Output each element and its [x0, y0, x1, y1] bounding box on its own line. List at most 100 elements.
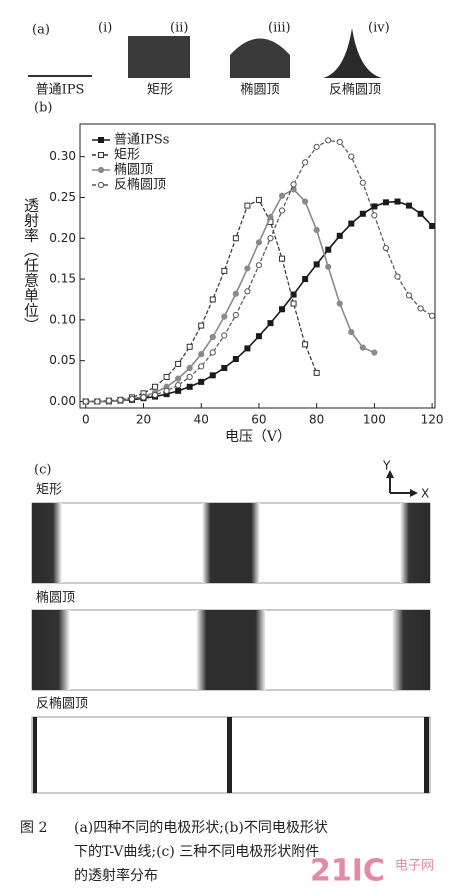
marker — [394, 273, 401, 280]
dark-band — [32, 503, 62, 583]
series-line — [85, 199, 318, 403]
marker — [405, 292, 413, 299]
y-tick-label: 0.30 — [49, 149, 76, 163]
axis-x: X — [421, 487, 429, 501]
y-tick-label: 0.15 — [49, 272, 76, 286]
marker — [348, 329, 355, 336]
legend-marker — [97, 181, 105, 189]
chart: 透射率（任意单位） 电压（V） 0.00 0.05 0.10 0.15 0.20 0.25… — [22, 123, 444, 445]
marker — [209, 296, 216, 303]
marker — [290, 300, 297, 307]
y-tick-label: 0.10 — [49, 312, 76, 326]
marker — [313, 226, 320, 234]
marker — [244, 202, 251, 209]
marker — [417, 305, 424, 312]
row-label: 矩形 — [36, 483, 62, 498]
marker — [371, 212, 378, 219]
marker — [232, 290, 239, 297]
marker — [313, 143, 320, 150]
y-tick-label: 0.00 — [49, 394, 76, 408]
marker — [209, 372, 216, 379]
shape-name: 反椭圆顶 — [329, 82, 381, 98]
marker — [267, 235, 274, 242]
marker — [186, 383, 193, 390]
shape-name: 椭圆顶 — [240, 82, 279, 98]
x-axis-label: 电压（V） — [225, 429, 291, 445]
marker — [175, 387, 182, 394]
figure-number: 图 2 — [20, 820, 47, 836]
marker — [198, 363, 205, 370]
shape-index: (i) — [98, 21, 112, 36]
watermark-site: 电子网 — [395, 859, 434, 874]
marker — [152, 383, 159, 390]
legend-marker — [98, 152, 104, 158]
legend-marker — [98, 137, 104, 143]
shape-name: 普通IPS — [36, 83, 85, 98]
marker — [244, 288, 251, 295]
marker — [325, 137, 332, 144]
panel-label: (a) — [32, 23, 50, 38]
axis-y: Y — [382, 459, 391, 473]
x-tick-label: 20 — [136, 413, 151, 427]
marker — [105, 397, 112, 404]
marker — [348, 153, 355, 160]
shape-index: (iv) — [368, 21, 390, 36]
marker — [267, 213, 274, 221]
marker — [209, 349, 216, 356]
marker — [348, 220, 355, 227]
marker — [325, 246, 332, 253]
y-tick-label: 0.25 — [49, 190, 76, 204]
dark-band — [400, 503, 430, 583]
panel-label: (b) — [34, 101, 52, 116]
x-tick-label: 0 — [82, 413, 90, 427]
dark-band — [392, 610, 430, 690]
marker — [313, 261, 320, 268]
caption-line: 下的T-V曲线;(c) 三种不同电极形状附件 — [74, 844, 319, 860]
marker — [359, 179, 366, 186]
legend-label: 椭圆顶 — [114, 162, 153, 178]
x-tick-label: 40 — [194, 413, 209, 427]
x-tick-label: 120 — [421, 413, 444, 427]
marker — [406, 202, 413, 209]
x-tick-label: 100 — [363, 413, 386, 427]
marker — [221, 365, 228, 372]
marker — [232, 311, 239, 319]
marker — [359, 210, 366, 217]
legend-marker — [97, 166, 105, 174]
legend-label: 普通IPSs — [114, 133, 169, 148]
marker — [140, 394, 147, 401]
marker — [163, 387, 170, 394]
marker — [255, 333, 262, 340]
dark-band — [196, 610, 266, 690]
marker — [279, 306, 286, 313]
marker — [429, 223, 436, 230]
x-tick-label: 60 — [251, 413, 266, 427]
marker — [394, 198, 401, 205]
marker — [278, 207, 286, 214]
dark-band — [33, 717, 37, 793]
series-line — [85, 200, 433, 403]
marker — [279, 255, 286, 262]
x-tick-label: 80 — [309, 413, 324, 427]
marker — [313, 369, 320, 376]
marker — [302, 198, 309, 205]
marker — [302, 341, 309, 348]
marker — [336, 300, 343, 307]
dark-band — [227, 717, 232, 793]
marker — [255, 239, 263, 246]
marker — [232, 235, 239, 242]
marker — [302, 159, 309, 166]
series-line — [85, 188, 375, 403]
legend-label: 矩形 — [114, 148, 140, 163]
marker — [186, 364, 193, 372]
marker — [198, 322, 205, 329]
shape-index: (ii) — [170, 21, 188, 36]
marker — [94, 398, 101, 405]
marker — [221, 267, 228, 274]
marker — [175, 360, 182, 367]
marker — [359, 344, 366, 351]
marker — [117, 396, 124, 403]
marker — [325, 263, 332, 270]
marker — [175, 375, 182, 382]
